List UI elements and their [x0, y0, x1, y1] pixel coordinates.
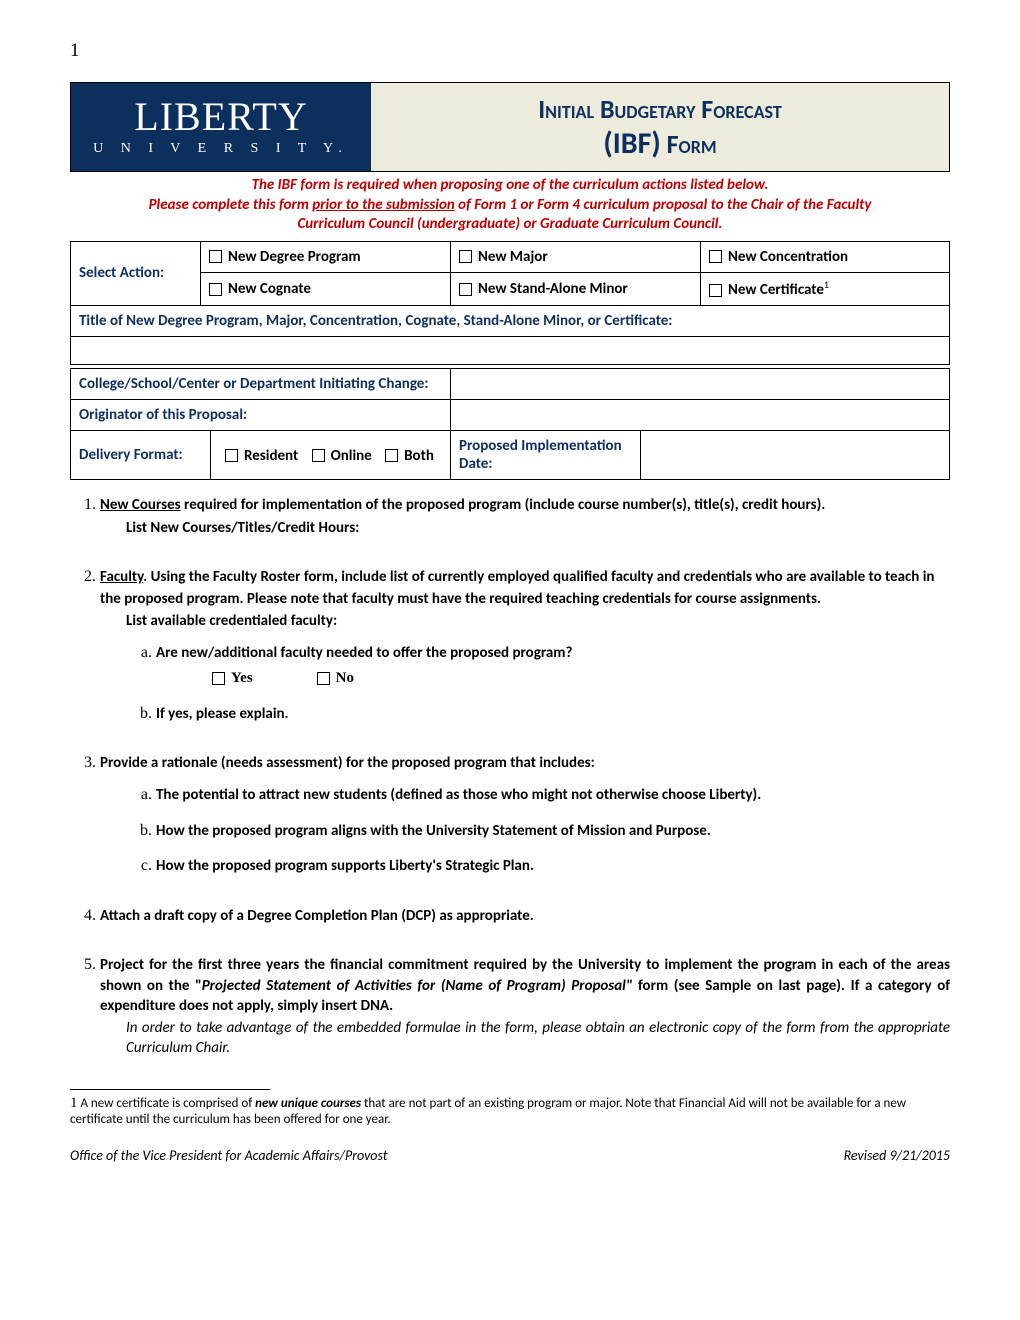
opt-new-degree: New Degree Program	[228, 248, 361, 266]
footnote-1: 1 A new certificate is comprised of new …	[70, 1094, 950, 1129]
intro-line2: Please complete this form prior to the s…	[70, 196, 950, 216]
opt-new-concentration: New Concentration	[728, 248, 848, 266]
i1-text: required for implementation of the propo…	[181, 496, 826, 514]
title-line1: Initial Budgetary Forecast	[538, 93, 782, 125]
delivery-table: Delivery Format: Resident Online Both Pr…	[70, 430, 950, 480]
page-footer: Office of the Vice President for Academi…	[70, 1147, 950, 1164]
item-4: Attach a draft copy of a Degree Completi…	[100, 905, 950, 927]
checkbox-new-certificate[interactable]	[709, 284, 722, 297]
i1-heading: New Courses	[100, 496, 181, 514]
originator-input[interactable]	[451, 400, 950, 431]
checkbox-online[interactable]	[312, 449, 325, 462]
i3b-text: How the proposed program aligns with the…	[156, 822, 711, 840]
intro-l2a: Please complete this form	[149, 196, 313, 214]
intro-l2b: prior to the submission	[312, 196, 454, 214]
i1-sub: List New Courses/Titles/Credit Hours:	[126, 518, 950, 538]
body-items: New Courses required for implementation …	[70, 494, 950, 1058]
title-line2: (IBF) Form	[603, 125, 716, 162]
item-5: Project for the first three years the fi…	[100, 954, 950, 1058]
checkbox-new-major[interactable]	[459, 250, 472, 263]
i2b-text: If yes, please explain.	[156, 705, 289, 723]
item-3a: The potential to attract new students (d…	[156, 784, 950, 806]
checkbox-faculty-yes[interactable]	[212, 672, 225, 685]
item-2: Faculty. Using the Faculty Roster form, …	[100, 566, 950, 724]
i2-heading: Faculty	[100, 568, 143, 586]
item-2a: Are new/additional faculty needed to off…	[156, 642, 950, 689]
intro-text: The IBF form is required when proposing …	[70, 176, 950, 235]
i3c-text: How the proposed program supports Libert…	[156, 857, 534, 875]
item-3: Provide a rationale (needs assessment) f…	[100, 752, 950, 876]
i2a-text: Are new/additional faculty needed to off…	[156, 644, 572, 662]
delivery-label: Delivery Format:	[71, 431, 211, 480]
i3a-text: The potential to attract new students (d…	[156, 786, 761, 804]
checkbox-resident[interactable]	[225, 449, 238, 462]
footnote-ref-1: 1	[824, 278, 829, 291]
opt-no: No	[336, 668, 354, 688]
item-3c: How the proposed program supports Libert…	[156, 855, 950, 877]
title-form-word: Form	[667, 128, 717, 160]
opt-new-certificate: New Certificate	[728, 281, 824, 299]
impl-date-label: Proposed Implementation Date:	[451, 431, 641, 480]
i3-text: Provide a rationale (needs assessment) f…	[100, 754, 595, 772]
title-of-program-input[interactable]	[71, 337, 950, 365]
impl-date-input[interactable]	[641, 431, 950, 480]
intro-line3: Curriculum Council (undergraduate) or Gr…	[70, 215, 950, 235]
i5b: Projected Statement of Activities for (N…	[202, 977, 633, 995]
opt-new-major: New Major	[478, 248, 548, 266]
title-abbrev: (IBF)	[603, 125, 660, 162]
opt-resident: Resident	[244, 447, 298, 465]
intro-line1: The IBF form is required when proposing …	[70, 176, 950, 196]
action-table: Select Action: New Degree Program New Ma…	[70, 241, 950, 432]
footer-right: Revised 9/21/2015	[844, 1147, 950, 1164]
logo-sub: U N I V E R S I T Y.	[93, 141, 349, 157]
i2-sub: List available credentialed faculty:	[126, 611, 950, 631]
opt-online: Online	[331, 447, 372, 465]
checkbox-both[interactable]	[385, 449, 398, 462]
checkbox-new-concentration[interactable]	[709, 250, 722, 263]
title-cell: Initial Budgetary Forecast (IBF) Form	[371, 83, 949, 171]
checkbox-new-degree[interactable]	[209, 250, 222, 263]
select-action-label: Select Action:	[71, 241, 201, 306]
opt-yes: Yes	[231, 668, 253, 688]
i5d: In order to take advantage of the embedd…	[126, 1018, 950, 1059]
footer-left: Office of the Vice President for Academi…	[70, 1147, 387, 1164]
title-of-program-label: Title of New Degree Program, Major, Conc…	[71, 306, 950, 337]
checkbox-faculty-no[interactable]	[317, 672, 330, 685]
originator-label: Originator of this Proposal:	[71, 400, 451, 431]
college-label: College/School/Center or Department Init…	[71, 369, 451, 400]
logo-cell: LIBERTY U N I V E R S I T Y.	[71, 83, 371, 171]
footnote-a: A new certificate is comprised of	[78, 1096, 256, 1111]
header-bar: LIBERTY U N I V E R S I T Y. Initial Bud…	[70, 82, 950, 172]
college-input[interactable]	[451, 369, 950, 400]
page-number: 1	[70, 40, 950, 62]
footnote-b: new unique courses	[255, 1096, 361, 1111]
i2-text: . Using the Faculty Roster form, include…	[100, 568, 934, 608]
i4-text: Attach a draft copy of a Degree Completi…	[100, 907, 534, 925]
checkbox-new-cognate[interactable]	[209, 283, 222, 296]
item-1: New Courses required for implementation …	[100, 494, 950, 538]
footnote-num: 1	[70, 1095, 78, 1111]
opt-new-minor: New Stand-Alone Minor	[478, 280, 628, 298]
intro-l2c: of Form 1 or Form 4 curriculum proposal …	[455, 196, 872, 214]
opt-new-cognate: New Cognate	[228, 280, 311, 298]
checkbox-new-minor[interactable]	[459, 283, 472, 296]
footnote-rule	[70, 1089, 270, 1090]
item-3b: How the proposed program aligns with the…	[156, 820, 950, 842]
opt-both: Both	[404, 447, 434, 465]
logo-main: LIBERTY	[134, 97, 307, 137]
item-2b: If yes, please explain.	[156, 703, 950, 725]
